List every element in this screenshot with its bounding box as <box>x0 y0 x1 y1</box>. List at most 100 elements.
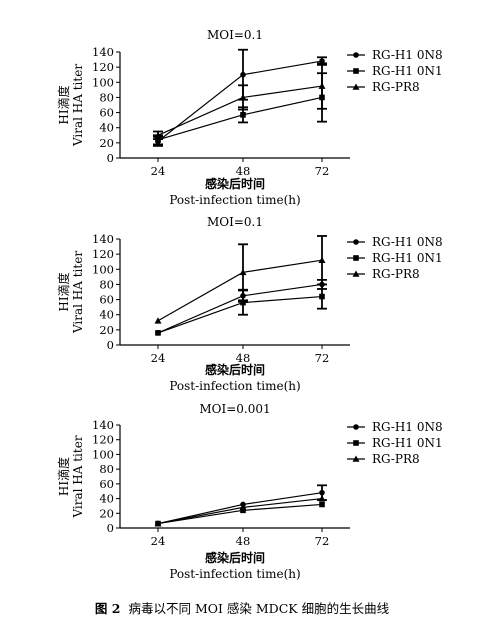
y-tick-label: 120 <box>92 247 114 261</box>
legend-marker <box>353 68 359 74</box>
y-tick-label: 60 <box>99 477 114 491</box>
y-tick-label: 0 <box>107 151 114 165</box>
data-point <box>240 299 246 306</box>
x-tick-label: 48 <box>236 534 251 548</box>
series-2: RG-H1 0N1 <box>155 436 443 527</box>
legend-label: RG-H1 0N8 <box>372 420 443 434</box>
legend-label: RG-PR8 <box>372 80 420 94</box>
x-axis-label-cn: 感染后时间 <box>205 362 265 377</box>
series-3: RG-PR8 <box>154 452 420 527</box>
y-tick-label: 60 <box>99 293 114 307</box>
y-tick-label: 120 <box>92 60 114 74</box>
y-tick-label: 40 <box>99 308 114 322</box>
y-tick-label: 40 <box>99 492 114 506</box>
data-point <box>239 268 247 276</box>
y-tick-label: 60 <box>99 106 114 120</box>
y-tick-label: 20 <box>99 506 114 520</box>
x-tick-label: 48 <box>236 351 251 365</box>
y-tick-label: 20 <box>99 136 114 150</box>
data-point <box>240 507 246 514</box>
y-tick-label: 0 <box>107 338 114 352</box>
x-axis-label: Post-infection time(h) <box>169 193 300 207</box>
x-axis-label: Post-infection time(h) <box>169 567 300 581</box>
y-tick-label: 100 <box>92 262 114 276</box>
x-axis-label-cn: 感染后时间 <box>205 550 265 565</box>
data-point <box>239 93 247 101</box>
y-axis-label-cn: HI滴度 <box>56 457 71 496</box>
y-tick-label: 120 <box>92 433 114 447</box>
series-line <box>157 503 323 525</box>
legend-marker <box>353 440 359 446</box>
data-point <box>319 293 325 300</box>
y-tick-label: 40 <box>99 121 114 135</box>
y-axis-label: Viral HA titer <box>71 251 85 334</box>
data-point <box>319 489 325 496</box>
y-tick-label: 100 <box>92 75 114 89</box>
data-point <box>154 317 162 324</box>
y-axis-label: Viral HA titer <box>71 435 85 518</box>
y-axis-label: Viral HA titer <box>71 64 85 147</box>
series-line <box>157 96 323 141</box>
series-line <box>157 60 323 142</box>
series-1: RG-H1 0N8 <box>153 48 443 147</box>
y-tick-label: 100 <box>92 447 114 461</box>
legend-label: RG-H1 0N1 <box>372 64 443 78</box>
x-tick-label: 72 <box>315 164 330 178</box>
legend-marker <box>353 424 359 430</box>
series-3: RG-PR8 <box>153 62 420 140</box>
legend-label: RG-PR8 <box>372 267 420 281</box>
x-tick-label: 72 <box>315 534 330 548</box>
data-point <box>318 82 326 89</box>
caption-text: 病毒以不同 MOI 感染 MDCK 细胞的生长曲线 <box>128 601 390 616</box>
chart-title: MOI=0.1 <box>207 215 263 229</box>
data-point <box>318 256 326 263</box>
legend-label: RG-H1 0N8 <box>372 48 443 62</box>
x-tick-label: 24 <box>151 164 166 178</box>
y-axis-label-cn: HI滴度 <box>56 85 71 124</box>
x-tick-label: 48 <box>236 164 251 178</box>
data-point <box>319 501 325 508</box>
series-3: RG-PR8 <box>154 235 420 324</box>
x-axis-label-cn: 感染后时间 <box>205 176 265 191</box>
legend-marker <box>353 52 359 58</box>
data-point <box>240 112 246 118</box>
y-axis-label-cn: HI滴度 <box>56 272 71 311</box>
caption-label: 图 2 <box>94 601 121 616</box>
y-tick-label: 0 <box>107 521 114 535</box>
chart-title: MOI=0.1 <box>207 28 263 42</box>
data-point <box>154 520 162 527</box>
legend-marker <box>352 270 360 277</box>
series-2: RG-H1 0N1 <box>155 251 443 336</box>
x-tick-label: 72 <box>315 351 330 365</box>
y-tick-label: 80 <box>99 90 114 104</box>
data-point <box>155 330 161 336</box>
figure-caption: 图 2 病毒以不同 MOI 感染 MDCK 细胞的生长曲线 <box>0 598 484 617</box>
data-point <box>239 503 247 511</box>
data-point <box>318 495 326 502</box>
y-tick-label: 140 <box>92 418 114 432</box>
y-tick-label: 140 <box>92 232 114 246</box>
series-line <box>157 283 323 334</box>
x-tick-label: 24 <box>151 351 166 365</box>
legend-label: RG-PR8 <box>372 452 420 466</box>
y-tick-label: 80 <box>99 277 114 291</box>
y-tick-label: 20 <box>99 323 114 337</box>
y-tick-label: 80 <box>99 462 114 476</box>
chart-title: MOI=0.001 <box>199 402 270 416</box>
data-point <box>154 131 162 139</box>
legend-marker <box>353 255 359 261</box>
legend-label: RG-H1 0N1 <box>372 251 443 265</box>
x-axis-label: Post-infection time(h) <box>169 379 300 393</box>
legend-marker <box>353 239 359 245</box>
series-line <box>157 85 323 136</box>
x-tick-label: 24 <box>151 534 166 548</box>
y-tick-label: 140 <box>92 45 114 59</box>
data-point <box>240 71 246 78</box>
series-2: RG-H1 0N1 <box>153 64 443 146</box>
legend-label: RG-H1 0N1 <box>372 436 443 450</box>
legend-marker <box>352 83 360 90</box>
legend-marker <box>352 455 360 462</box>
